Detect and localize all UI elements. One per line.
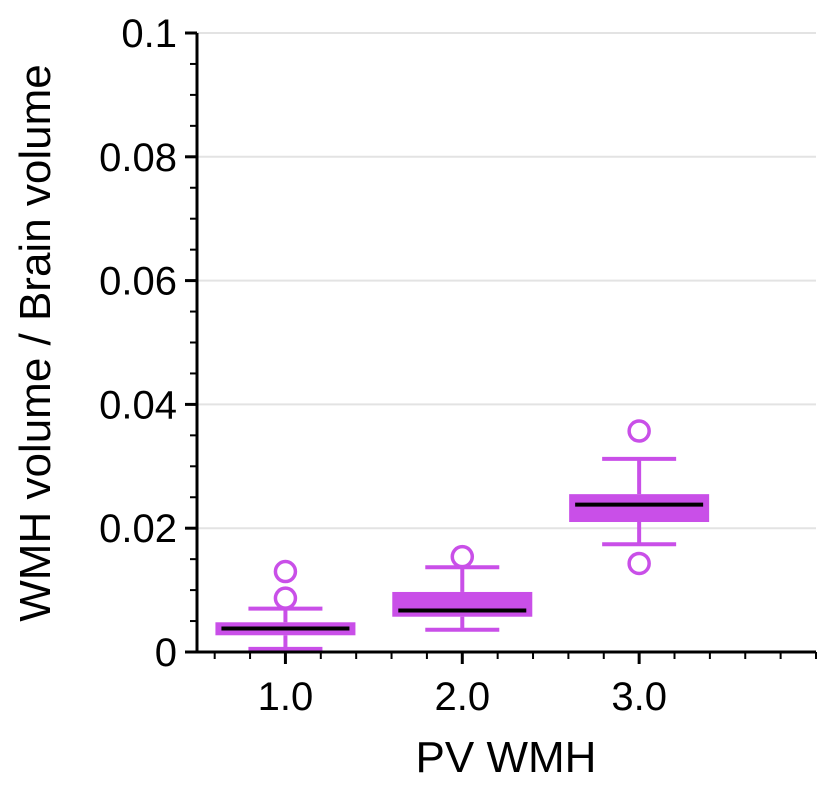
y-ticks: 0 0.02 0.04 0.06 0.08 0.1 <box>99 12 197 675</box>
y-axis-title: WMH volume / Brain volume <box>11 64 60 621</box>
box-iqr <box>569 494 710 523</box>
x-ticks: 1.0 2.0 3.0 <box>213 652 817 719</box>
box-group-3.0 <box>569 419 710 576</box>
outlier-point <box>627 419 651 443</box>
y-tick-label: 0.02 <box>99 507 177 551</box>
outlier-point <box>627 551 651 576</box>
box-group-2.0 <box>392 544 533 632</box>
gridlines <box>197 32 816 530</box>
x-tick-label: 1.0 <box>258 675 314 719</box>
outlier-point <box>273 559 298 584</box>
y-tick-label: 0.04 <box>99 383 177 427</box>
box-group-1.0 <box>215 559 356 651</box>
axes <box>195 33 816 654</box>
y-tick-label: 0.08 <box>99 136 177 180</box>
outlier-point <box>450 544 475 569</box>
x-tick-label: 3.0 <box>611 675 667 719</box>
x-tick-label: 2.0 <box>434 675 490 719</box>
y-tick-label: 0.06 <box>99 260 177 304</box>
box-series <box>215 419 710 651</box>
box-iqr <box>392 591 533 617</box>
x-axis-title: PV WMH <box>416 733 597 782</box>
y-tick-label: 0.1 <box>121 12 177 56</box>
y-tick-label: 0 <box>155 631 177 675</box>
outlier-point <box>273 586 298 610</box>
